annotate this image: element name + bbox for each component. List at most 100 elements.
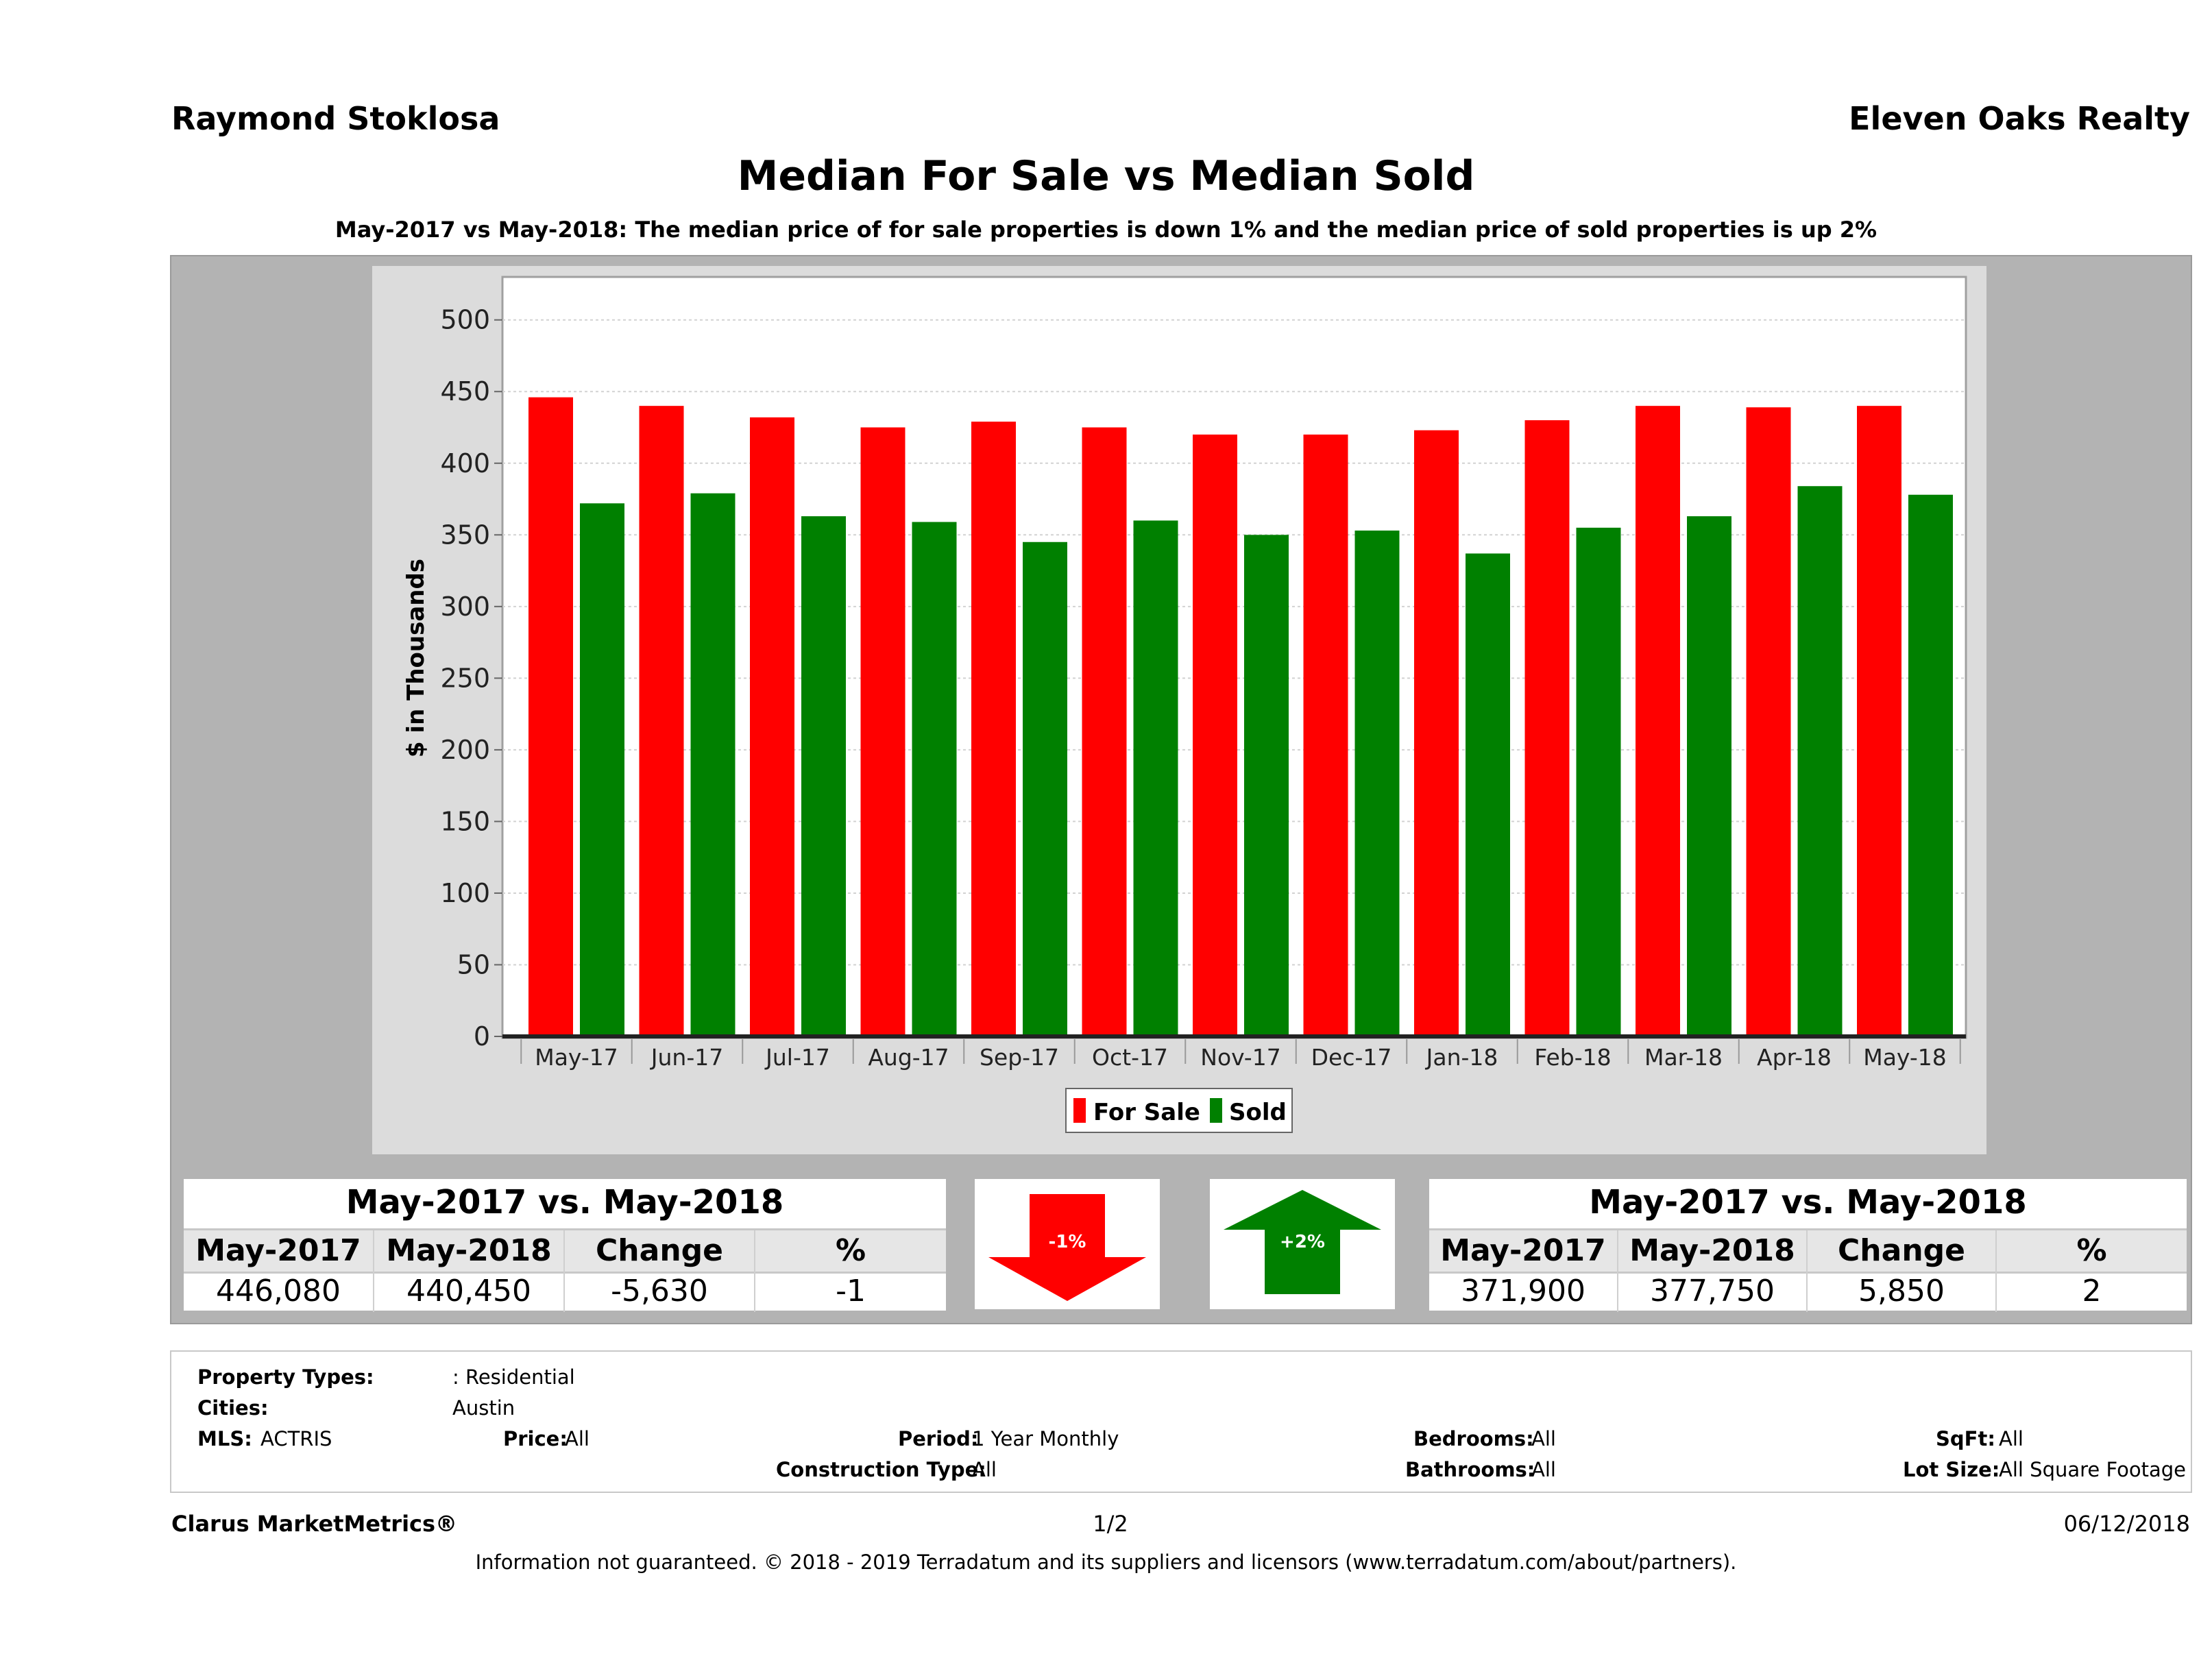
header-may-2018: May-2018	[374, 1230, 565, 1272]
property-types-value: : Residential	[452, 1365, 575, 1389]
construction-type-value: All	[972, 1458, 997, 1481]
bar-for-sale-nov-17	[1193, 434, 1237, 1036]
bar-for-sale-may-18	[1857, 406, 1901, 1036]
y-tick-label: 0	[474, 1021, 490, 1051]
bathrooms-label: Bathrooms:	[1405, 1458, 1535, 1481]
bar-for-sale-aug-17	[860, 427, 906, 1036]
y-axis-label: $ in Thousands	[402, 559, 430, 757]
price-value: All	[565, 1427, 590, 1450]
down-arrow-label: -1%	[1049, 1232, 1086, 1252]
bar-chart: 0 50 100 150 200 250 300 350 400 450 500 May-17 Jun…	[372, 266, 1986, 1154]
company-name: Eleven Oaks Realty	[1849, 100, 2190, 137]
bar-sold-sep-17	[1023, 542, 1067, 1036]
bathrooms-value: All	[1531, 1458, 1556, 1481]
bar-for-sale-sep-17	[971, 422, 1016, 1036]
for-sale-change-indicator: -1%	[975, 1179, 1160, 1309]
x-tick-label: Jan-18	[1425, 1044, 1498, 1071]
property-types-label: Property Types:	[197, 1365, 374, 1389]
agent-name: Raymond Stoklosa	[171, 100, 500, 137]
lot-size-label: Lot Size:	[1903, 1458, 2000, 1481]
header-change: Change	[565, 1230, 755, 1272]
y-tick-label: 500	[440, 305, 490, 335]
cell-may-2017: 446,080	[184, 1271, 374, 1312]
bar-sold-mar-18	[1687, 516, 1731, 1036]
header-change: Change	[1808, 1230, 1997, 1272]
header-percent: %	[2076, 1233, 2107, 1268]
y-tick-label: 450	[440, 376, 490, 406]
x-tick-label: Oct-17	[1092, 1044, 1168, 1071]
sold-table-header: May-2017 May-2018 Change %	[1429, 1228, 2187, 1274]
bar-for-sale-apr-18	[1746, 407, 1791, 1036]
chart-title: Median For Sale vs Median Sold	[737, 152, 1475, 200]
bar-sold-jul-17	[801, 516, 846, 1036]
for-sale-summary-table: May-2017 vs. May-2018 May-2017 May-2018 …	[184, 1179, 946, 1312]
sqft-value: All	[1999, 1427, 2023, 1450]
bar-for-sale-oct-17	[1082, 427, 1127, 1036]
y-tick-label: 400	[440, 448, 490, 478]
report-date: 06/12/2018	[2063, 1511, 2190, 1537]
bar-sold-feb-18	[1576, 527, 1621, 1036]
y-tick-label: 300	[440, 592, 490, 622]
header-may-2017: May-2017	[184, 1230, 374, 1272]
cell-may-2018: 377,750	[1618, 1271, 1808, 1312]
x-tick-label: Jun-17	[650, 1044, 723, 1071]
y-tick-label: 200	[440, 735, 490, 765]
y-tick-label: 250	[440, 663, 490, 693]
period-value: 1 Year Monthly	[972, 1427, 1119, 1450]
y-tick-label: 50	[457, 949, 490, 980]
bedrooms-value: All	[1531, 1427, 1556, 1450]
bar-sold-jun-17	[690, 493, 736, 1036]
x-tick-label: Dec-17	[1311, 1044, 1392, 1071]
up-arrow-label: +2%	[1280, 1232, 1325, 1252]
disclaimer: Information not guaranteed. © 2018 - 201…	[475, 1551, 1737, 1574]
bedrooms-label: Bedrooms:	[1413, 1427, 1534, 1450]
legend-label-for-sale: For Sale	[1093, 1099, 1200, 1126]
page-number: 1/2	[1093, 1511, 1128, 1537]
x-tick-label: Aug-17	[868, 1044, 949, 1071]
construction-type-label: Construction Type:	[776, 1458, 986, 1481]
sold-change-indicator: +2%	[1210, 1179, 1395, 1309]
cell-change: 5,850	[1808, 1271, 1997, 1312]
for-sale-table-header: May-2017 May-2018 Change %	[184, 1228, 946, 1274]
cell-percent: -1	[836, 1274, 866, 1309]
header-may-2017: May-2017	[1429, 1230, 1618, 1272]
cities-label: Cities:	[197, 1396, 269, 1420]
up-arrow-icon: +2%	[1224, 1190, 1381, 1294]
header-may-2018: May-2018	[1618, 1230, 1808, 1272]
legend-label-sold: Sold	[1229, 1099, 1287, 1126]
x-tick-label: Nov-17	[1200, 1044, 1280, 1071]
bar-for-sale-mar-18	[1636, 406, 1680, 1036]
bar-for-sale-jun-17	[639, 406, 684, 1036]
x-tick-label: Apr-18	[1757, 1044, 1832, 1071]
lot-size-value: All Square Footage	[1999, 1458, 2187, 1481]
x-tick-label: May-18	[1863, 1044, 1947, 1071]
sold-table-title: May-2017 vs. May-2018	[1589, 1183, 2027, 1221]
report-criteria-box: Property Types: : Residential Cities: Au…	[170, 1350, 2192, 1493]
cell-percent: 2	[2082, 1274, 2102, 1309]
mls-value: ACTRIS	[260, 1427, 332, 1450]
bar-sold-nov-17	[1244, 535, 1289, 1036]
bar-for-sale-feb-18	[1524, 420, 1570, 1036]
bar-sold-oct-17	[1133, 520, 1178, 1036]
down-arrow-icon: -1%	[988, 1194, 1146, 1301]
for-sale-table-row: 446,080 440,450 -5,630 -1	[184, 1271, 946, 1312]
x-tick-label: Jul-17	[764, 1044, 830, 1071]
price-label: Price:	[503, 1427, 568, 1450]
sqft-label: SqFt:	[1936, 1427, 1995, 1450]
bar-sold-jan-18	[1466, 553, 1510, 1036]
header-percent: %	[835, 1233, 866, 1268]
sold-summary-table: May-2017 vs. May-2018 May-2017 May-2018 …	[1429, 1179, 2187, 1312]
bar-sold-apr-18	[1797, 486, 1843, 1036]
bar-for-sale-jan-18	[1414, 430, 1459, 1036]
x-tick-label: Sep-17	[980, 1044, 1059, 1071]
bar-for-sale-may-17	[528, 397, 573, 1036]
bar-for-sale-dec-17	[1303, 434, 1348, 1036]
cities-value: Austin	[452, 1396, 515, 1420]
footer-brand: Clarus MarketMetrics®	[171, 1511, 458, 1537]
x-tick-label: May-17	[535, 1044, 618, 1071]
chart-legend: For Sale Sold	[1065, 1088, 1293, 1133]
mls-label: MLS:	[197, 1427, 252, 1450]
cell-change: -5,630	[565, 1271, 755, 1312]
sold-table-row: 371,900 377,750 5,850 2	[1429, 1271, 2187, 1312]
cell-may-2018: 440,450	[374, 1271, 565, 1312]
